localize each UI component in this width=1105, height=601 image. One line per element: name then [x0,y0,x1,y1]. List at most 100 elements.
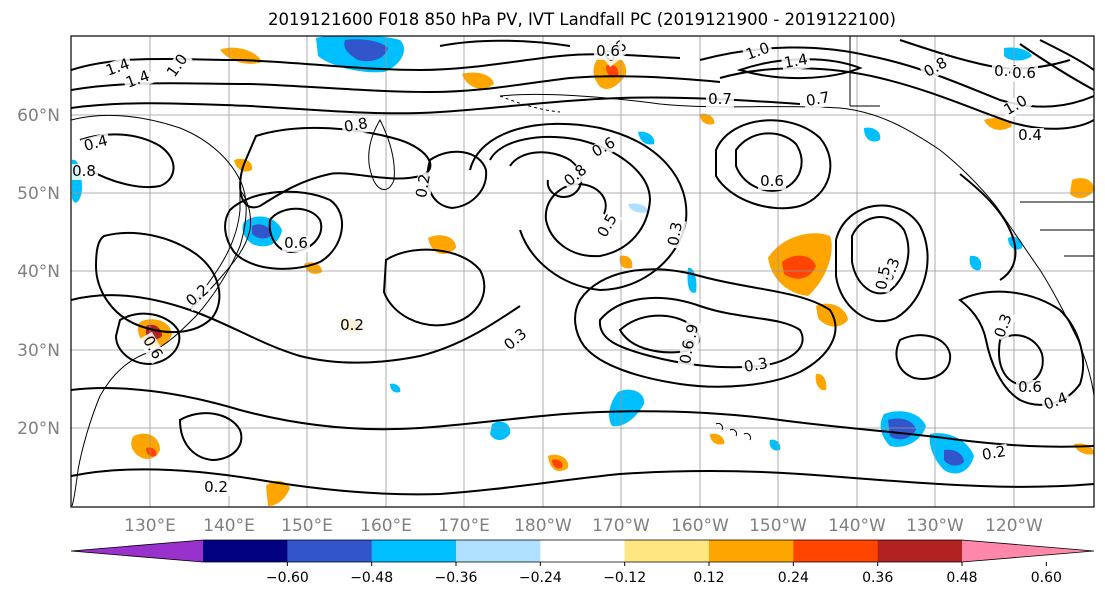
contour-label-bg [665,218,687,250]
lat-label: 20°N [17,419,60,439]
contour-label: 0.6 [284,234,308,252]
contour-label: 0.2 [204,478,228,496]
lon-label: 140°E [203,516,255,536]
colorbar-segment [287,540,373,562]
lat-label: 30°N [17,341,60,361]
contour-line [998,334,1044,386]
contour-label-bg [202,480,230,496]
contour-line [178,412,243,462]
lon-label: 170°E [438,516,490,536]
pv-patch-positive [710,433,725,445]
contour-label-bg [780,51,812,73]
lon-label: 120°W [985,516,1043,536]
contour-label-bg [991,310,1017,342]
contour-label: 0.6 [760,172,784,190]
contour-line [598,296,804,369]
contour-label-bg [1016,380,1044,396]
pv-patch-positive [815,373,827,391]
colorbar-outline [70,539,1095,563]
contour-label: 0.7 [805,88,832,110]
pv-patch-negative [969,255,982,271]
contour-label-bg [182,280,214,312]
pv-patch-negative [252,224,272,239]
contour-line [895,334,952,380]
contour-line [224,190,344,270]
contour-label-bg [560,160,592,192]
colorbar-tick-label: 0.48 [946,570,977,586]
colorbar-tick-label: 0.60 [1031,570,1062,586]
contour-label: 1.4 [783,50,810,72]
contour-label-bg [500,324,532,356]
colorbar: −0.60 −0.48 −0.36 −0.24 −0.12 0.12 0.24 0.36 0.4… [70,539,1095,586]
lon-label: 160°W [671,516,729,536]
coastline-hawaii [715,423,751,441]
contour-label-bg [1010,66,1038,82]
contour-label-bg [282,236,310,252]
contour-label-bg [413,170,435,202]
lon-label: 150°E [281,516,333,536]
pv-patch-negative [638,131,655,145]
latitude-labels: 60°N 50°N 40°N 30°N 20°N [17,106,60,439]
pv-patch-positive [552,459,563,469]
colorbar-segment [371,540,457,562]
contour-label-bg [138,331,166,365]
contour-line [835,204,929,323]
graticule [71,36,1094,507]
colorbar-segment [540,540,626,562]
colorbar-segment [624,540,710,562]
pv-patch-negative [609,389,645,427]
longitude-labels: 130°E 140°E 150°E 160°E 170°E 180°W 170°… [124,516,1043,536]
contour-label: 0.2 [981,442,1008,464]
contour-label: 0.8 [343,114,370,136]
pv-shading [72,36,1094,506]
colorbar-extend-high [962,540,1094,562]
contour-label-bg [742,39,774,65]
colorbar-tick-label: −0.12 [603,570,646,586]
lon-label: 170°W [592,516,650,536]
map-panel: 1.41.4 1.0 1.41.00.40.80.40.80.60.80.20.60… [70,35,1095,508]
contour-line [71,294,521,364]
contour-label-bg [1040,389,1072,415]
contour-label-bg [122,67,154,93]
contour-label-bg [677,336,699,368]
contour-line [851,216,910,295]
contour-label: 0.2 [340,316,364,334]
contour-line [1019,39,1094,91]
pv-patch-positive [266,480,290,506]
lat-label: 40°N [17,262,60,282]
pv-patch-negative [490,421,511,440]
contour-label: 0.6 [676,339,698,366]
contour-label: 0.6 [1018,378,1042,396]
contour-label-bg [102,55,134,81]
contour-line [382,248,486,327]
lon-label: 180°W [514,516,572,536]
pv-patch-positive [700,113,715,125]
contour-label-bg [594,44,622,60]
contour-line [268,207,323,254]
pv-patch-positive [619,255,633,269]
contour-label: 0.7 [708,90,732,108]
contour-line [439,39,571,47]
contour-line [114,312,181,366]
colorbar-tick-label: −0.48 [350,570,393,586]
pv-patch-negative [1004,47,1032,61]
lat-label: 50°N [17,184,60,204]
pv-patch-negative [864,127,881,142]
contour-line [71,387,1094,448]
contour-label: 0.3 [664,221,686,248]
pv-patch-positive [146,447,157,457]
colorbar-segment [709,540,794,562]
pv-patch-negative [944,449,964,466]
contour-line [715,119,832,210]
contour-label: 0.8 [72,162,96,180]
coastline-asia [71,114,247,507]
contour-label: 0.3 [743,354,770,376]
contour-line [736,58,863,79]
colorbar-tick-label: 0.36 [862,570,893,586]
colorbar-tick-label: −0.36 [435,570,478,586]
contour-label-bg [71,164,98,180]
pv-patch-negative [628,203,648,213]
contour-line [469,122,688,292]
contour-line [899,39,1071,70]
contour-label-bg [587,134,621,162]
